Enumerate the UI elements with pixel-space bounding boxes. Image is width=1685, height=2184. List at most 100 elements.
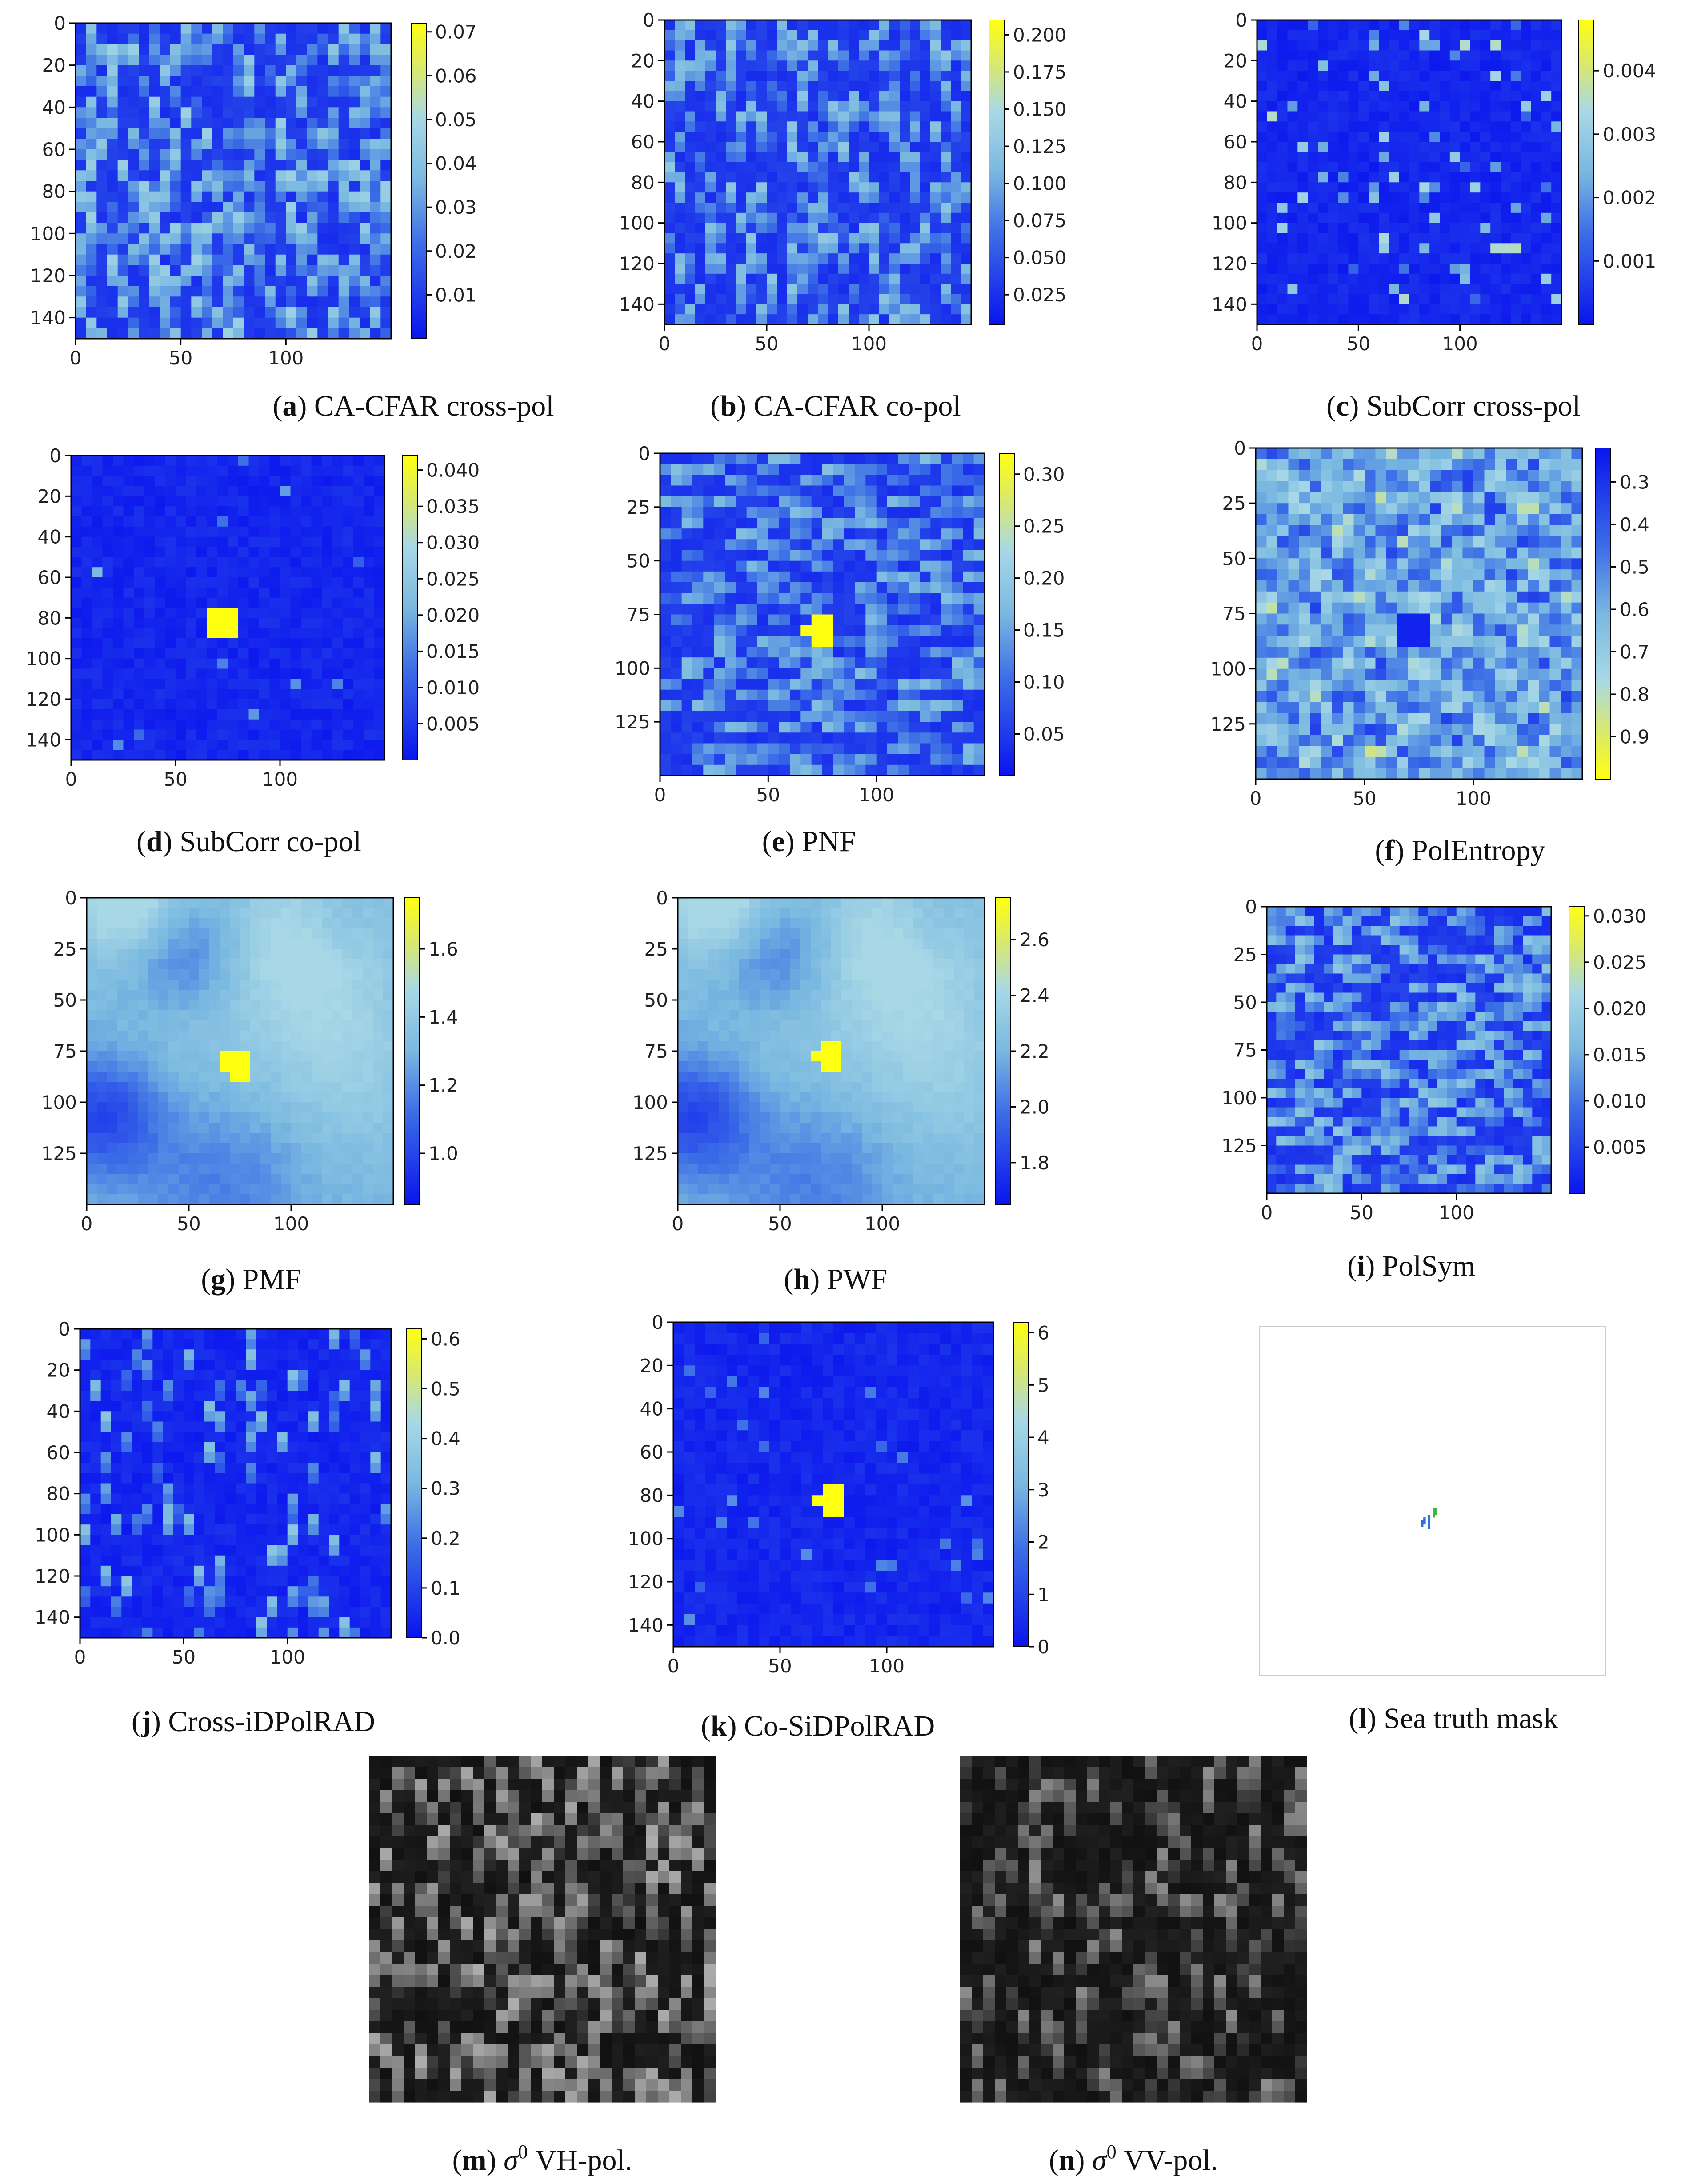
heatmap-cell: [81, 729, 92, 740]
heatmap-cell: [1389, 121, 1400, 132]
heatmap-cell: [879, 304, 890, 315]
heatmap-cell: [664, 111, 675, 122]
heatmap-cell: [811, 636, 823, 647]
heatmap-cell: [1531, 81, 1541, 92]
heatmap-cell: [1551, 81, 1562, 92]
heatmap-cell: [290, 618, 301, 628]
heatmap-cell: [726, 182, 736, 193]
heatmap-cell: [1379, 172, 1389, 183]
heatmap-cell: [818, 192, 828, 203]
heatmap-cell: [1318, 273, 1329, 284]
heatmap-cell: [1256, 459, 1267, 471]
heatmap-cell: [149, 170, 160, 181]
heatmap-cell: [1440, 304, 1450, 315]
heatmap-cell: [681, 732, 693, 744]
heatmap-cell: [360, 170, 371, 181]
heatmap-cell: [248, 486, 260, 496]
colorbar-tick-label: 0.125: [1013, 136, 1066, 157]
heatmap-cell: [1297, 273, 1308, 284]
heatmap-cell: [196, 456, 208, 466]
heatmap-cell: [1328, 60, 1339, 71]
heatmap-cell: [1277, 121, 1288, 132]
heatmap-cell: [311, 456, 322, 466]
heatmap-cell: [296, 191, 308, 202]
heatmap-cell: [107, 286, 118, 297]
heatmap-cell: [800, 496, 812, 508]
heatmap-cell: [1429, 101, 1440, 112]
heatmap-cell: [1449, 314, 1461, 325]
heatmap-cell: [160, 76, 171, 87]
heatmap-cell: [952, 604, 963, 615]
heatmap-cell: [1310, 448, 1321, 460]
heatmap-cell: [254, 244, 265, 255]
heatmap-cell: [1528, 536, 1539, 548]
heatmap-cell: [92, 729, 103, 740]
heatmap-cell: [865, 507, 877, 518]
heatmap-cell: [952, 614, 963, 626]
heatmap-cell: [338, 307, 349, 318]
heatmap-cell: [844, 528, 855, 540]
heatmap-cell: [1460, 101, 1471, 112]
heatmap-cell: [777, 162, 788, 173]
heatmap-cell: [685, 203, 696, 213]
heatmap-cell: [757, 550, 768, 561]
heatmap-cell: [1470, 233, 1481, 244]
heatmap-cell: [1541, 162, 1552, 173]
heatmap-cell: [1369, 314, 1379, 325]
heatmap-cell: [790, 604, 801, 615]
heatmap-cell: [876, 647, 888, 658]
heatmap-cell: [746, 304, 757, 315]
heatmap-cell: [952, 722, 963, 733]
heatmap-cell: [705, 264, 716, 274]
heatmap-cell: [244, 212, 255, 224]
heatmap-cell: [269, 689, 280, 700]
heatmap-cell: [1549, 547, 1561, 559]
heatmap-cell: [1399, 182, 1410, 193]
heatmap-cell: [1318, 203, 1329, 213]
heatmap-cell: [207, 557, 218, 568]
heatmap-cell: [1429, 273, 1440, 284]
heatmap-cell: [144, 476, 155, 487]
heatmap-cell: [767, 273, 777, 284]
heatmap-cell: [1429, 243, 1440, 254]
heatmap-cell: [703, 722, 715, 733]
heatmap-cell: [1440, 152, 1450, 163]
heatmap-cell: [113, 476, 124, 487]
heatmap-cell: [767, 111, 777, 122]
heatmap-cell: [876, 679, 888, 690]
heatmap-cell: [370, 149, 381, 160]
heatmap-cell: [1470, 284, 1481, 295]
heatmap-cell: [664, 304, 675, 315]
heatmap-cell: [1386, 514, 1398, 526]
heatmap-cell: [107, 118, 118, 129]
heatmap-cell: [1379, 253, 1389, 264]
heatmap-cell: [332, 668, 343, 679]
heatmap-cell: [1551, 20, 1562, 31]
heatmap-cell: [134, 729, 145, 740]
heatmap-cell: [828, 101, 839, 112]
heatmap-cell: [107, 96, 118, 108]
heatmap-cell: [855, 689, 866, 701]
heatmap-cell: [1517, 547, 1529, 559]
heatmap-cell: [869, 294, 880, 304]
heatmap-cell: [374, 526, 385, 537]
heatmap-cell: [746, 50, 757, 61]
heatmap-cell: [149, 276, 160, 287]
heatmap-cell: [1419, 212, 1430, 224]
heatmap-cell: [92, 719, 103, 730]
heatmap-cell: [695, 284, 706, 295]
heatmap-cell: [374, 476, 385, 487]
heatmap-cell: [1501, 60, 1511, 71]
heatmap-cell: [217, 496, 228, 507]
heatmap-cell: [920, 20, 931, 31]
heatmap-cell: [909, 560, 920, 572]
heatmap-cell: [963, 475, 974, 486]
heatmap-cell: [113, 597, 124, 608]
heatmap-cell: [822, 743, 833, 755]
heatmap-cell: [107, 254, 118, 265]
heatmap-cell: [349, 276, 360, 287]
heatmap-cell: [301, 648, 312, 659]
heatmap-cell: [660, 732, 671, 744]
heatmap-cell: [1429, 132, 1440, 142]
heatmap-cell: [1462, 525, 1474, 537]
